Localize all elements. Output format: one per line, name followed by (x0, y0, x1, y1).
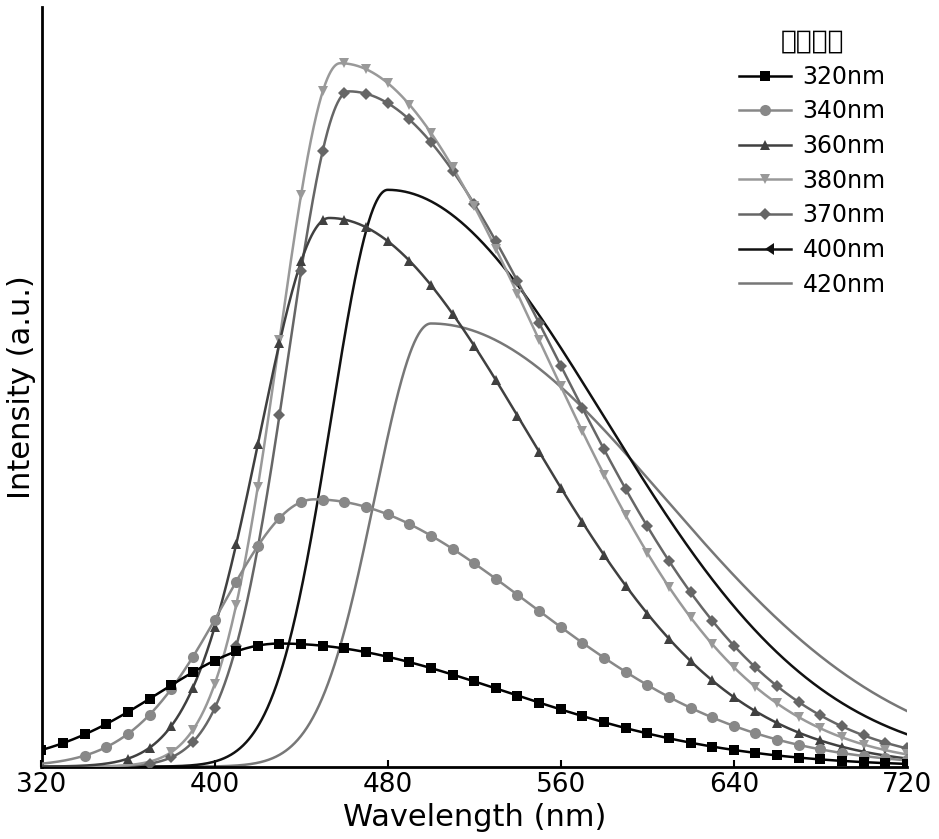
X-axis label: Wavelength (nm): Wavelength (nm) (343, 803, 606, 832)
Y-axis label: Intensity (a.u.): Intensity (a.u.) (7, 275, 36, 498)
Legend: 320nm, 340nm, 360nm, 380nm, 370nm, 400nm, 420nm: 320nm, 340nm, 360nm, 380nm, 370nm, 400nm… (730, 18, 895, 306)
